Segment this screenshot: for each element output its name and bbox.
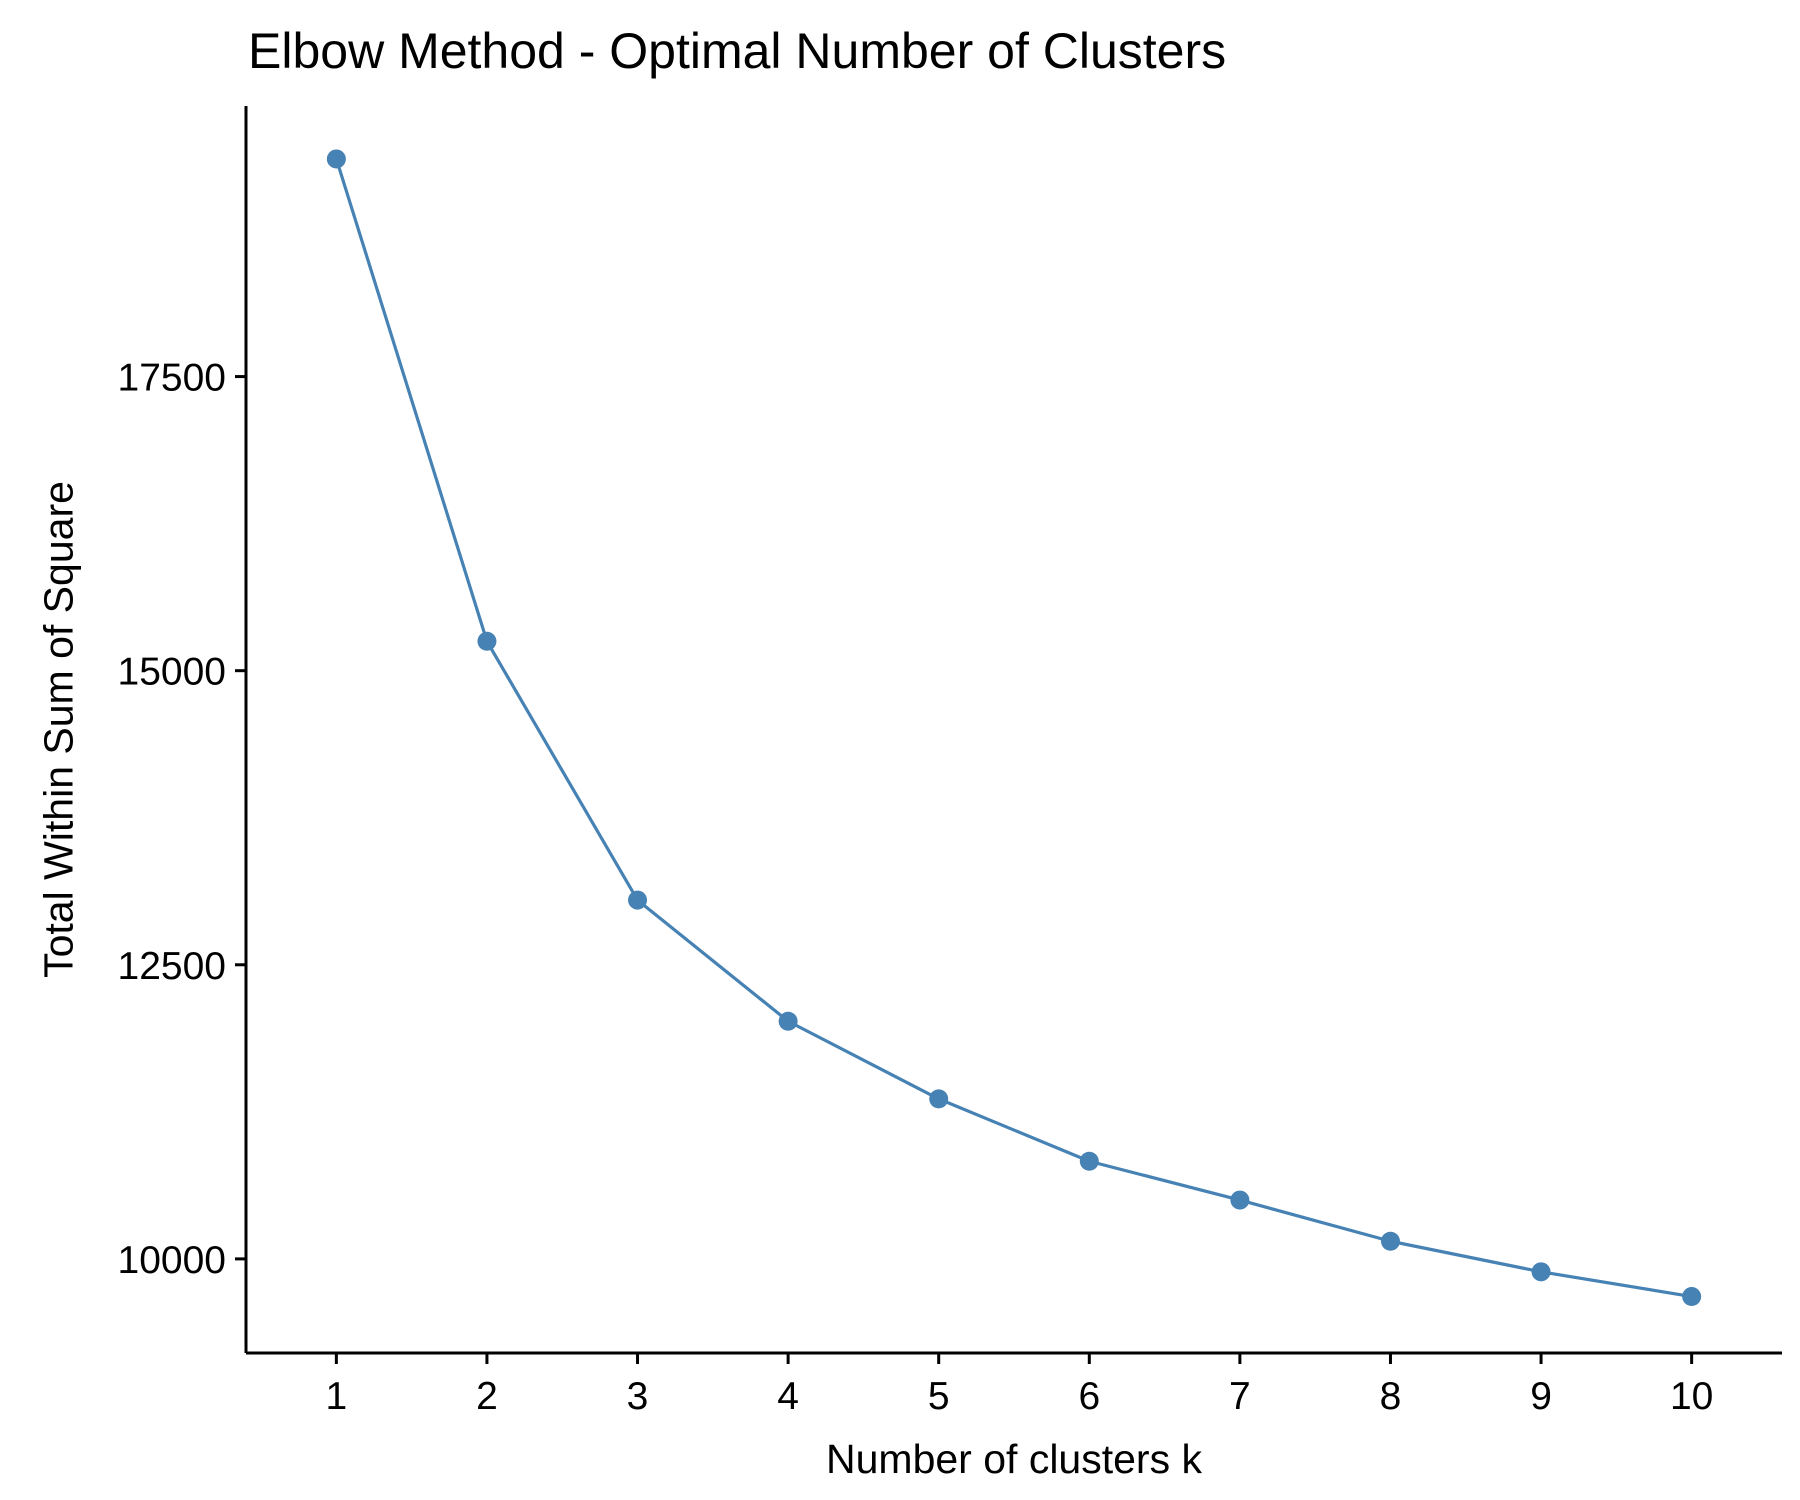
series-line bbox=[334, 158, 1692, 1299]
y-ticks: 10000 12500 15000 17500 bbox=[118, 357, 246, 1282]
y-tick-label: 17500 bbox=[118, 357, 226, 400]
y-axis-title: Total Within Sum of Square bbox=[35, 481, 81, 978]
x-tick-label: 4 bbox=[777, 1375, 799, 1418]
x-tick-label: 7 bbox=[1229, 1375, 1251, 1418]
data-point bbox=[628, 890, 648, 910]
x-axis-title: Number of clusters k bbox=[826, 1436, 1202, 1482]
y-tick-label: 15000 bbox=[118, 651, 226, 694]
series-layer bbox=[326, 149, 1702, 1307]
x-tick-label: 9 bbox=[1530, 1375, 1552, 1418]
x-tick-label: 3 bbox=[627, 1375, 649, 1418]
chart-title: Elbow Method - Optimal Number of Cluster… bbox=[248, 23, 1226, 79]
y-tick-label: 10000 bbox=[118, 1239, 226, 1282]
data-point bbox=[1230, 1190, 1250, 1210]
data-point bbox=[1380, 1231, 1400, 1251]
data-point bbox=[326, 149, 346, 169]
data-point bbox=[929, 1089, 949, 1109]
x-tick-label: 10 bbox=[1670, 1375, 1713, 1418]
x-tick-label: 1 bbox=[326, 1375, 348, 1418]
x-tick-label: 6 bbox=[1078, 1375, 1100, 1418]
data-point bbox=[1682, 1287, 1702, 1307]
x-tick-label: 8 bbox=[1380, 1375, 1402, 1418]
x-ticks: 1 2 3 4 5 6 7 8 9 10 bbox=[326, 1353, 1713, 1418]
x-tick-label: 2 bbox=[476, 1375, 498, 1418]
data-point bbox=[1531, 1262, 1551, 1282]
x-tick-label: 5 bbox=[928, 1375, 950, 1418]
data-point bbox=[1079, 1151, 1099, 1171]
data-point bbox=[778, 1011, 798, 1031]
data-point bbox=[477, 631, 497, 651]
y-tick-label: 12500 bbox=[118, 945, 226, 988]
